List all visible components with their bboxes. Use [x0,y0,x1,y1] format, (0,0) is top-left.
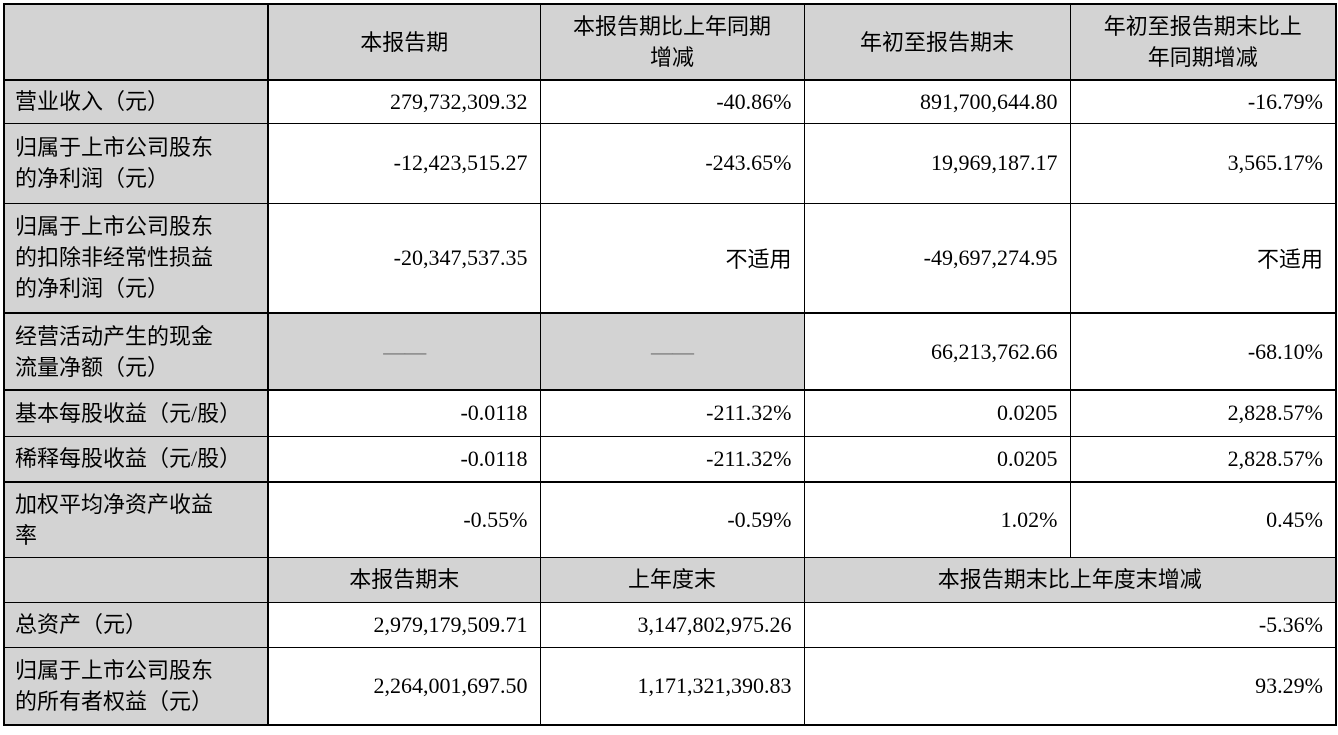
cell-prior-year-end: 3,147,802,975.26 [539,601,805,648]
row-label: 营业收入（元） [3,79,269,124]
cell-current-change: -243.65% [539,122,805,204]
row-label-line: 稀释每股收益（元/股） [15,446,242,472]
row-label-line: 营业收入（元） [15,89,170,115]
header-prior-year-end: 上年度末 [539,556,805,603]
header-current-period-end: 本报告期末 [267,556,541,603]
header-eop-row: 本报告期末 上年度末 本报告期末比上年度末增减 [3,556,1337,603]
row-label-line: 率 [15,522,38,548]
cell-ytd-change: 2,828.57% [1069,389,1337,437]
cell-ytd-change: 0.45% [1069,481,1337,558]
row-label-line: 总资产（元） [15,612,148,637]
cell-ytd: 891,700,644.80 [803,79,1071,124]
cell-ytd: 0.0205 [803,389,1071,437]
cell-current: 279,732,309.32 [267,79,541,124]
cell-current: -0.0118 [267,389,541,437]
cell-ytd-change: 3,565.17% [1069,122,1337,204]
cell-current-dash: —— [267,312,541,391]
row-label-line: 加权平均净资产收益 [15,491,214,517]
financial-summary-table: 本报告期 本报告期比上年同期 增减 年初至报告期末 年初至报告期末比上 年同期增… [3,3,1337,726]
row-label-line: 经营活动产生的现金 [15,323,214,349]
cell-ytd-change: -68.10% [1069,312,1337,391]
row-weighted-avg-roe: 加权平均净资产收益 率 -0.55% -0.59% 1.02% 0.45% [3,481,1337,558]
cell-current-change: -211.32% [539,435,805,483]
cell-current-change: -211.32% [539,389,805,437]
row-label-line: 的净利润（元） [15,276,170,302]
cell-ytd: 1.02% [803,481,1071,558]
header-eop-change: 本报告期末比上年度末增减 [803,556,1337,603]
cell-prior-year-end: 1,171,321,390.83 [539,646,805,726]
header-line: 增减 [649,45,694,70]
row-label-line: 归属于上市公司股东 [15,214,214,240]
cell-current-change: -0.59% [539,481,805,558]
cell-current: -20,347,537.35 [267,202,541,314]
cell-ytd-change: 不适用 [1069,202,1337,314]
row-label: 归属于上市公司股东 的所有者权益（元） [3,646,269,726]
cell-ytd-change: -16.79% [1069,79,1337,124]
header-corner-cell [3,556,269,603]
header-line: 年初至报告期末比上 [1103,14,1302,39]
row-label: 加权平均净资产收益 率 [3,481,269,558]
row-operating-cash-flow: 经营活动产生的现金 流量净额（元） —— —— 66,213,762.66 -6… [3,312,1337,391]
header-current-period-change: 本报告期比上年同期 增减 [539,3,805,81]
row-diluted-eps: 稀释每股收益（元/股） -0.0118 -211.32% 0.0205 2,82… [3,435,1337,483]
row-label: 归属于上市公司股东 的净利润（元） [3,122,269,204]
cell-current-change: -40.86% [539,79,805,124]
row-net-profit: 归属于上市公司股东 的净利润（元） -12,423,515.27 -243.65… [3,122,1337,204]
cell-eop-change: 93.29% [803,646,1337,726]
row-label-line: 的净利润（元） [15,166,170,191]
header-line: 年同期增减 [1147,45,1258,70]
header-ytd: 年初至报告期末 [803,3,1071,81]
cell-current-change: 不适用 [539,202,805,314]
cell-current: -0.0118 [267,435,541,483]
row-label-line: 基本每股收益（元/股） [15,400,242,426]
row-operating-revenue: 营业收入（元） 279,732,309.32 -40.86% 891,700,6… [3,79,1337,124]
cell-ytd: 0.0205 [803,435,1071,483]
row-label: 基本每股收益（元/股） [3,389,269,437]
cell-ytd: 19,969,187.17 [803,122,1071,204]
row-label-line: 流量净额（元） [15,354,170,380]
header-corner-cell [3,3,269,81]
cell-current-end: 2,979,179,509.71 [267,601,541,648]
row-label: 总资产（元） [3,601,269,648]
row-basic-eps: 基本每股收益（元/股） -0.0118 -211.32% 0.0205 2,82… [3,389,1337,437]
cell-eop-change: -5.36% [803,601,1337,648]
cell-current: -0.55% [267,481,541,558]
header-period-row: 本报告期 本报告期比上年同期 增减 年初至报告期末 年初至报告期末比上 年同期增… [3,3,1337,81]
header-ytd-change: 年初至报告期末比上 年同期增减 [1069,3,1337,81]
row-label: 经营活动产生的现金 流量净额（元） [3,312,269,391]
cell-ytd: -49,697,274.95 [803,202,1071,314]
cell-ytd: 66,213,762.66 [803,312,1071,391]
cell-current-change-dash: —— [539,312,805,391]
row-label: 稀释每股收益（元/股） [3,435,269,483]
row-label-line: 的所有者权益（元） [15,688,214,714]
row-label: 归属于上市公司股东 的扣除非经常性损益 的净利润（元） [3,202,269,314]
header-current-period: 本报告期 [267,3,541,81]
cell-current: -12,423,515.27 [267,122,541,204]
row-label-line: 的扣除非经常性损益 [15,245,214,271]
row-net-profit-excl-nonrecurring: 归属于上市公司股东 的扣除非经常性损益 的净利润（元） -20,347,537.… [3,202,1337,314]
row-shareholders-equity: 归属于上市公司股东 的所有者权益（元） 2,264,001,697.50 1,1… [3,646,1337,726]
cell-ytd-change: 2,828.57% [1069,435,1337,483]
header-line: 本报告期比上年同期 [572,14,771,39]
cell-current-end: 2,264,001,697.50 [267,646,541,726]
row-label-line: 归属于上市公司股东 [15,657,214,683]
row-label-line: 归属于上市公司股东 [15,135,214,160]
row-total-assets: 总资产（元） 2,979,179,509.71 3,147,802,975.26… [3,601,1337,648]
